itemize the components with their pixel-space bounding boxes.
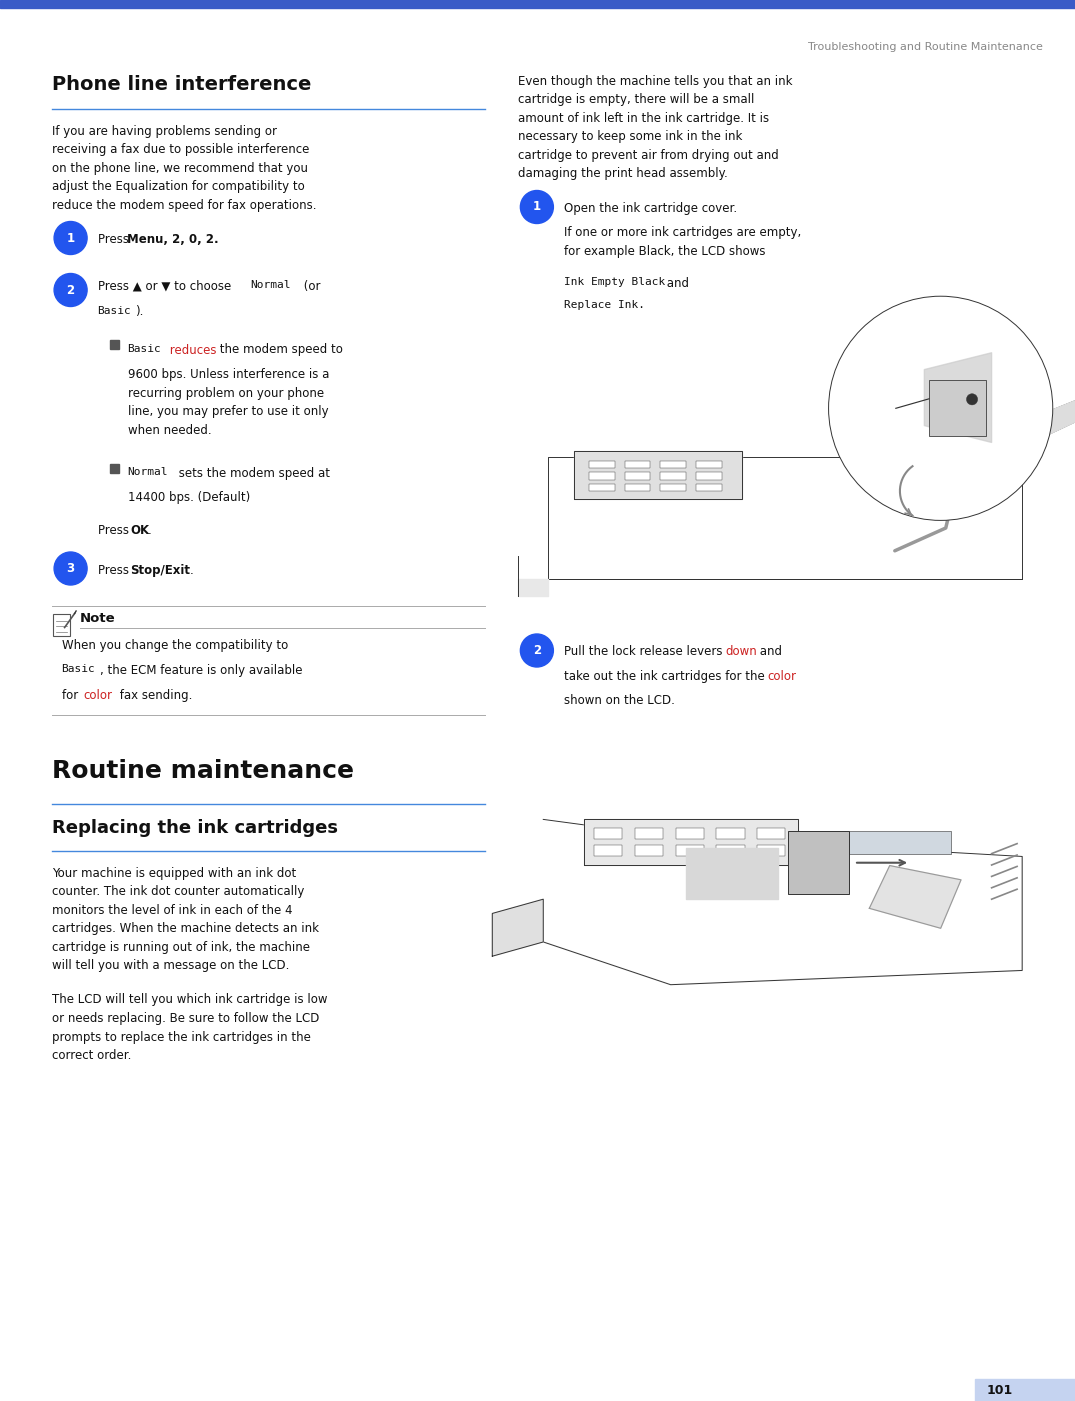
Circle shape xyxy=(54,552,87,586)
Bar xyxy=(697,483,721,490)
Text: 14400 bps. (Default): 14400 bps. (Default) xyxy=(128,492,249,504)
Circle shape xyxy=(520,191,554,224)
Text: Press: Press xyxy=(98,524,132,537)
Text: the modem speed to: the modem speed to xyxy=(216,343,343,356)
Bar xyxy=(589,461,615,468)
Text: and: and xyxy=(663,277,689,290)
Text: Press ▲ or ▼ to choose: Press ▲ or ▼ to choose xyxy=(98,280,234,293)
Text: , the ECM feature is only available: , the ECM feature is only available xyxy=(100,664,302,677)
Text: Open the ink cartridge cover.: Open the ink cartridge cover. xyxy=(564,202,737,214)
Text: Stop/Exit: Stop/Exit xyxy=(130,563,190,576)
Text: Basic: Basic xyxy=(61,664,96,674)
Bar xyxy=(110,340,118,349)
Bar xyxy=(594,845,622,856)
Text: Routine maintenance: Routine maintenance xyxy=(52,758,354,783)
Bar xyxy=(635,845,663,856)
Bar xyxy=(930,380,986,436)
Text: Phone line interference: Phone line interference xyxy=(52,76,311,94)
Polygon shape xyxy=(492,899,543,957)
Circle shape xyxy=(966,394,977,405)
Text: 1: 1 xyxy=(67,231,74,245)
Text: (or: (or xyxy=(300,280,320,293)
Text: shown on the LCD.: shown on the LCD. xyxy=(564,695,675,708)
Bar xyxy=(975,1379,1075,1401)
Text: If one or more ink cartridges are empty,
for example Black, the LCD shows: If one or more ink cartridges are empty,… xyxy=(564,227,801,258)
Text: OK: OK xyxy=(130,524,149,537)
Bar xyxy=(697,472,721,479)
Bar xyxy=(635,828,663,839)
Text: sets the modem speed at: sets the modem speed at xyxy=(174,467,330,481)
Text: Basic: Basic xyxy=(98,305,131,315)
Text: Normal: Normal xyxy=(250,280,291,290)
Text: If you are having problems sending or
receiving a fax due to possible interferen: If you are having problems sending or re… xyxy=(52,125,316,212)
Text: Note: Note xyxy=(80,611,115,625)
Text: Menu, 2, 0, 2.: Menu, 2, 0, 2. xyxy=(127,233,218,247)
Bar xyxy=(716,828,745,839)
Text: Replace Ink.: Replace Ink. xyxy=(564,300,645,311)
Text: The LCD will tell you which ink cartridge is low
or needs replacing. Be sure to : The LCD will tell you which ink cartridg… xyxy=(52,993,327,1062)
Text: color: color xyxy=(768,670,797,684)
Text: and: and xyxy=(756,646,782,658)
Circle shape xyxy=(520,635,554,667)
Circle shape xyxy=(54,221,87,255)
Bar xyxy=(625,483,650,490)
Text: for: for xyxy=(61,688,82,702)
Text: Press: Press xyxy=(98,233,132,247)
Bar xyxy=(788,831,849,894)
Bar xyxy=(594,828,622,839)
Bar xyxy=(697,461,721,468)
Text: When you change the compatibility to: When you change the compatibility to xyxy=(61,639,288,653)
Text: down: down xyxy=(726,646,758,658)
Text: take out the ink cartridges for the: take out the ink cartridges for the xyxy=(564,670,769,684)
Text: 9600 bps. Unless interference is a
recurring problem on your phone
line, you may: 9600 bps. Unless interference is a recur… xyxy=(128,368,329,437)
Bar xyxy=(660,472,686,479)
Bar xyxy=(625,461,650,468)
Bar xyxy=(0,0,1075,8)
Bar xyxy=(660,483,686,490)
Polygon shape xyxy=(870,866,961,929)
Text: 2: 2 xyxy=(67,283,74,297)
Text: .: . xyxy=(147,524,152,537)
Text: Your machine is equipped with an ink dot
counter. The ink dot counter automatica: Your machine is equipped with an ink dot… xyxy=(52,866,318,972)
Bar xyxy=(757,828,785,839)
Bar xyxy=(589,472,615,479)
Bar xyxy=(676,828,704,839)
Circle shape xyxy=(54,273,87,307)
Bar xyxy=(625,472,650,479)
Text: Pull the lock release levers: Pull the lock release levers xyxy=(564,646,726,658)
Bar xyxy=(660,461,686,468)
Text: Basic: Basic xyxy=(128,343,161,353)
Text: Troubleshooting and Routine Maintenance: Troubleshooting and Routine Maintenance xyxy=(808,42,1043,52)
Text: 3: 3 xyxy=(67,562,74,574)
Text: Ink Empty Black: Ink Empty Black xyxy=(564,277,665,287)
Bar xyxy=(110,464,118,472)
Text: Even though the machine tells you that an ink
cartridge is empty, there will be : Even though the machine tells you that a… xyxy=(518,76,792,181)
Bar xyxy=(757,845,785,856)
Bar xyxy=(849,831,951,853)
Polygon shape xyxy=(971,377,1075,471)
Text: 101: 101 xyxy=(987,1384,1014,1397)
Bar xyxy=(53,614,70,636)
Text: Replacing the ink cartridges: Replacing the ink cartridges xyxy=(52,818,338,836)
Text: 2: 2 xyxy=(533,644,541,657)
Text: Press: Press xyxy=(98,563,132,576)
Text: color: color xyxy=(84,688,113,702)
Bar xyxy=(716,845,745,856)
Text: Normal: Normal xyxy=(128,467,168,476)
Bar xyxy=(676,845,704,856)
Bar xyxy=(589,483,615,490)
Text: fax sending.: fax sending. xyxy=(116,688,192,702)
Text: 1: 1 xyxy=(533,200,541,213)
Polygon shape xyxy=(543,856,1022,985)
Text: .: . xyxy=(189,563,194,576)
Text: reduces: reduces xyxy=(166,343,216,356)
Circle shape xyxy=(829,296,1052,520)
Text: ).: ). xyxy=(134,305,143,318)
